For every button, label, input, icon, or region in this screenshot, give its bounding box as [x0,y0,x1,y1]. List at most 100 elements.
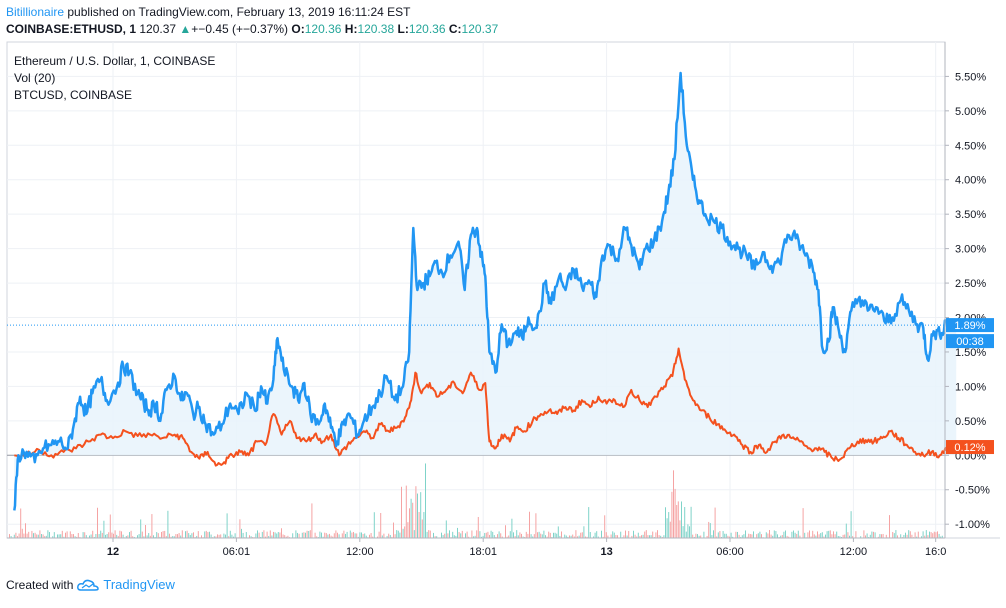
volume-bar [486,533,487,538]
volume-bar [820,533,821,538]
volume-bar [414,530,415,538]
volume-bar [929,532,930,538]
volume-bar [92,531,93,538]
eth-percent-label: 1.89% [954,320,985,332]
volume-bar [433,533,434,538]
volume-bar [724,534,725,538]
volume-bar [100,531,101,538]
volume-bar [526,532,527,538]
volume-bar [327,535,328,538]
volume-bar [399,533,400,538]
volume-bar [257,530,258,538]
volume-bar [595,533,596,538]
volume-bar [39,530,40,538]
volume-bar [833,531,834,538]
volume-bar [145,525,146,538]
volume-bar [671,492,672,538]
volume-bar [217,534,218,538]
volume-bar [270,530,271,538]
volume-bar [84,532,85,538]
volume-bar [611,535,612,538]
volume-bar [396,530,397,538]
volume-bar [339,534,340,538]
volume-bar [761,534,762,538]
volume-bar [193,532,194,538]
volume-bar [131,531,132,538]
volume-bar [345,534,346,538]
volume-bar [311,503,312,538]
volume-bar [580,533,581,538]
volume-bar [363,534,364,538]
volume-bar [140,519,141,538]
volume-bar [871,532,872,538]
volume-bar [638,533,639,538]
y-axis[interactable]: 5.50%5.00%4.50%4.00%3.50%3.00%2.50%2.00%… [945,71,990,531]
legend-compare[interactable]: BTCUSD, COINBASE [14,88,132,102]
x-tick-label: 13 [600,546,612,558]
volume-bar [756,534,757,538]
volume-bar [73,534,74,538]
volume-bar [406,486,407,538]
volume-bar [60,534,61,538]
volume-bar [505,525,506,538]
volume-bar [723,531,724,538]
volume-bar [758,533,759,538]
volume-bar [99,534,100,538]
volume-bar [364,533,365,538]
volume-bar [484,533,485,538]
volume-bar [785,530,786,538]
volume-bar [19,534,20,538]
volume-bar [441,533,442,538]
volume-bar [710,523,711,538]
legend-main[interactable]: Ethereum / U.S. Dollar, 1, COINBASE [14,54,215,68]
volume-bar [713,530,714,538]
volume-bar [70,531,71,538]
volume-bar [54,532,55,538]
volume-bar [931,532,932,538]
volume-bar [867,533,868,538]
y-tick-label: 4.50% [955,140,986,152]
volume-bar [476,530,477,538]
volume-bar [129,532,130,538]
volume-bar [353,532,354,538]
legend-volume[interactable]: Vol (20) [14,71,55,85]
volume-bar [452,532,453,538]
volume-bar [678,501,679,538]
volume-bar [905,533,906,538]
y-tick-label: 3.00% [955,244,986,256]
volume-bar [255,533,256,538]
volume-bar [420,492,421,538]
volume-bar [718,532,719,538]
volume-bar [735,532,736,538]
volume-bar [737,532,738,538]
volume-bar [235,533,236,538]
volume-bar [836,532,837,538]
tradingview-brand[interactable]: TradingView [103,577,175,592]
volume-bar [831,534,832,538]
volume-bar [655,532,656,538]
volume-bar [719,531,720,538]
volume-bar [20,509,21,538]
volume-bar [447,533,448,538]
volume-bar [335,530,336,538]
volume-bar [110,514,111,538]
volume-bar [398,531,399,538]
volume-bar [9,534,10,538]
volume-bar [633,531,634,538]
x-tick-label: 12:00 [346,546,374,558]
volume-bar [422,519,423,538]
volume-bar [281,528,282,538]
volume-bar [97,508,98,538]
volume-bar [932,533,933,538]
volume-bar [334,533,335,538]
volume-bar [361,532,362,538]
volume-bar [708,522,709,538]
volume-bar [113,534,114,538]
volume-bar [550,533,551,538]
volume-bar [675,489,676,538]
volume-bar [119,531,120,538]
volume-bar [36,534,37,538]
